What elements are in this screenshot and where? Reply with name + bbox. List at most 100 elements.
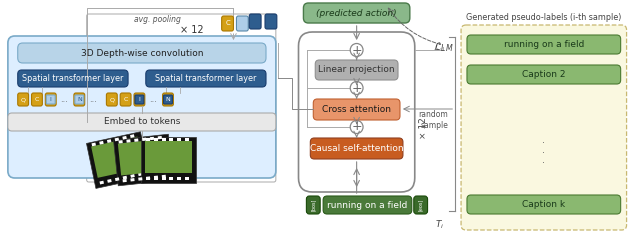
FancyBboxPatch shape [170,138,173,141]
FancyBboxPatch shape [154,177,157,180]
FancyBboxPatch shape [113,134,173,186]
FancyBboxPatch shape [118,139,168,175]
FancyBboxPatch shape [146,176,150,180]
FancyBboxPatch shape [118,140,123,144]
FancyBboxPatch shape [75,95,84,104]
FancyBboxPatch shape [130,134,134,138]
FancyBboxPatch shape [115,138,119,141]
FancyBboxPatch shape [8,36,276,178]
FancyBboxPatch shape [414,196,428,214]
Text: × 12: × 12 [419,117,428,139]
Text: (predicted action): (predicted action) [316,9,397,17]
FancyBboxPatch shape [177,138,181,141]
FancyBboxPatch shape [134,138,138,142]
Text: ...: ... [148,96,157,105]
Text: Cross attention: Cross attention [322,105,391,114]
FancyBboxPatch shape [134,93,145,106]
FancyBboxPatch shape [141,137,196,183]
Text: running on a field: running on a field [327,201,408,209]
Text: C: C [35,97,39,102]
FancyBboxPatch shape [265,14,277,29]
Text: [eos]: [eos] [418,199,423,211]
Text: 3D Depth-wise convolution: 3D Depth-wise convolution [81,48,203,57]
Text: Caption 2: Caption 2 [522,70,566,79]
FancyBboxPatch shape [170,177,173,180]
FancyBboxPatch shape [163,93,173,106]
FancyBboxPatch shape [307,196,320,214]
FancyBboxPatch shape [74,93,84,106]
Text: × 12: × 12 [180,25,204,35]
FancyBboxPatch shape [138,177,143,181]
Text: N: N [166,97,170,102]
FancyBboxPatch shape [185,138,189,141]
Text: Q: Q [20,97,26,102]
FancyBboxPatch shape [120,93,131,106]
Text: .: . [542,145,545,155]
FancyBboxPatch shape [142,138,147,141]
FancyBboxPatch shape [146,177,150,180]
Text: +: + [351,81,362,94]
FancyBboxPatch shape [323,196,412,214]
FancyBboxPatch shape [86,132,150,188]
FancyBboxPatch shape [45,93,56,106]
FancyBboxPatch shape [467,65,621,84]
Text: Spatial transformer layer: Spatial transformer layer [22,74,124,83]
FancyBboxPatch shape [177,177,181,180]
FancyBboxPatch shape [131,174,135,178]
FancyBboxPatch shape [8,113,276,131]
Text: Embed to tokens: Embed to tokens [104,117,180,127]
FancyBboxPatch shape [108,179,111,183]
FancyBboxPatch shape [18,70,128,87]
FancyBboxPatch shape [150,137,154,140]
FancyBboxPatch shape [161,138,166,141]
FancyBboxPatch shape [461,25,627,230]
FancyBboxPatch shape [86,14,276,182]
FancyBboxPatch shape [135,95,144,104]
FancyBboxPatch shape [46,95,55,104]
Text: random
sample: random sample [419,110,448,130]
FancyBboxPatch shape [106,93,117,106]
FancyBboxPatch shape [107,139,111,143]
FancyBboxPatch shape [131,178,134,181]
FancyBboxPatch shape [122,179,127,182]
Text: Spatial transformer layer: Spatial transformer layer [156,74,257,83]
Text: +: + [351,120,362,134]
Text: $T_i$: $T_i$ [435,219,444,231]
Text: ...: ... [60,96,68,105]
Text: avg. pooling: avg. pooling [134,16,181,24]
FancyBboxPatch shape [123,176,127,179]
Text: .: . [542,155,545,165]
FancyBboxPatch shape [314,99,400,120]
Text: I: I [50,97,52,102]
FancyBboxPatch shape [31,93,42,106]
FancyBboxPatch shape [154,176,158,179]
Text: +: + [351,44,362,56]
FancyBboxPatch shape [18,43,266,63]
FancyBboxPatch shape [236,16,248,31]
Circle shape [350,44,363,56]
FancyBboxPatch shape [99,181,104,184]
FancyBboxPatch shape [162,175,166,178]
FancyBboxPatch shape [221,16,234,31]
FancyBboxPatch shape [91,137,144,178]
Text: $\mathcal{L}_{LM}$: $\mathcal{L}_{LM}$ [433,40,454,54]
Text: running on a field: running on a field [504,40,584,49]
FancyBboxPatch shape [164,95,172,104]
Text: Q: Q [109,97,115,102]
FancyBboxPatch shape [316,60,398,80]
Text: Causal self-attention: Causal self-attention [310,144,403,153]
FancyBboxPatch shape [310,138,403,159]
FancyBboxPatch shape [298,32,415,192]
FancyBboxPatch shape [154,138,157,141]
FancyBboxPatch shape [467,35,621,54]
FancyBboxPatch shape [145,141,192,173]
FancyBboxPatch shape [146,70,266,87]
Text: Generated pseudo-labels (i-th sample): Generated pseudo-labels (i-th sample) [466,13,621,21]
FancyBboxPatch shape [99,141,104,145]
FancyBboxPatch shape [146,138,150,141]
Circle shape [350,120,363,134]
FancyBboxPatch shape [161,177,166,180]
FancyBboxPatch shape [138,172,143,176]
Text: [bos]: [bos] [311,199,316,211]
FancyBboxPatch shape [303,3,410,23]
